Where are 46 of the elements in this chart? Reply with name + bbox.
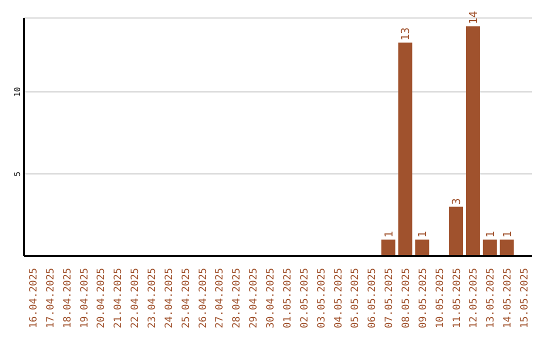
x-tick-label: 25.04.2025 <box>180 268 192 328</box>
bar <box>500 240 514 256</box>
data-label: 1 <box>382 230 396 238</box>
x-tick-label: 07.05.2025 <box>384 268 396 328</box>
x-tick-label: 18.04.2025 <box>62 268 74 328</box>
x-tick-label: 22.04.2025 <box>130 268 142 328</box>
x-tick-label: 24.04.2025 <box>164 268 175 328</box>
x-tick-label: 28.04.2025 <box>232 268 243 328</box>
bar <box>449 206 464 256</box>
x-tick-label: 17.04.2025 <box>45 268 56 328</box>
x-tick-label: 10.05.2025 <box>434 268 446 328</box>
x-tick-label: 09.05.2025 <box>418 268 429 328</box>
x-tick-label: 15.05.2025 <box>520 268 531 328</box>
data-label: 13 <box>399 27 412 41</box>
x-tick-label: 16.04.2025 <box>28 268 40 328</box>
x-tick-label: 19.04.2025 <box>79 268 90 328</box>
x-tick-label: 03.05.2025 <box>316 268 328 328</box>
bar <box>466 26 480 256</box>
bar <box>415 240 430 256</box>
x-tick-label: 14.05.2025 <box>502 268 514 328</box>
x-tick-label: 05.05.2025 <box>350 268 362 328</box>
data-label: 1 <box>484 230 497 238</box>
y-tick-label: 10 <box>13 86 22 97</box>
data-label: 14 <box>466 10 480 24</box>
x-tick-label: 11.05.2025 <box>452 268 463 328</box>
bar <box>381 240 396 256</box>
x-tick-label: 20.04.2025 <box>96 268 108 328</box>
x-tick-label: 04.05.2025 <box>333 268 344 328</box>
y-tick-label: 5 <box>13 171 22 176</box>
x-tick-label: 27.04.2025 <box>214 268 226 328</box>
x-tick-label: 06.05.2025 <box>367 268 378 328</box>
data-label: 1 <box>500 230 514 238</box>
x-tick-label: 12.05.2025 <box>468 268 480 328</box>
x-tick-label: 08.05.2025 <box>401 268 412 328</box>
data-label: 1 <box>416 230 430 238</box>
x-tick-label: 26.04.2025 <box>198 268 209 328</box>
x-tick-label: 23.04.2025 <box>147 268 158 328</box>
x-tick-label: 21.04.2025 <box>113 268 124 328</box>
bar <box>482 240 497 256</box>
x-tick-label: 13.05.2025 <box>486 268 497 328</box>
x-tick-label: 29.04.2025 <box>248 268 260 328</box>
data-label: 3 <box>450 198 464 205</box>
x-tick-label: 02.05.2025 <box>299 268 310 328</box>
bar <box>398 42 412 256</box>
x-tick-label: 01.05.2025 <box>282 268 294 328</box>
x-tick-label: 30.04.2025 <box>266 268 277 328</box>
